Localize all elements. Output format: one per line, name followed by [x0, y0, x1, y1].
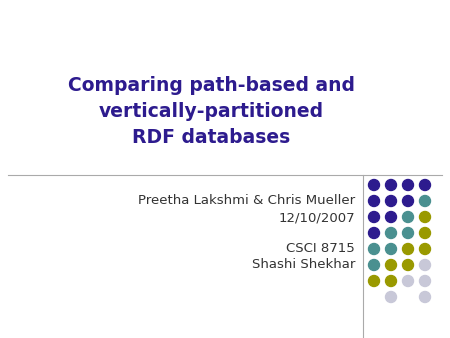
Circle shape: [402, 227, 414, 239]
Circle shape: [419, 243, 431, 255]
Circle shape: [369, 260, 379, 270]
Text: Comparing path-based and
vertically-partitioned
RDF databases: Comparing path-based and vertically-part…: [68, 76, 355, 147]
Circle shape: [419, 212, 431, 222]
Circle shape: [402, 260, 414, 270]
Circle shape: [419, 227, 431, 239]
Circle shape: [386, 291, 396, 303]
Circle shape: [369, 179, 379, 191]
Circle shape: [369, 212, 379, 222]
Circle shape: [402, 275, 414, 287]
Circle shape: [386, 227, 396, 239]
Text: Preetha Lakshmi & Chris Mueller: Preetha Lakshmi & Chris Mueller: [138, 193, 355, 207]
Circle shape: [369, 243, 379, 255]
Circle shape: [386, 212, 396, 222]
Circle shape: [419, 179, 431, 191]
Circle shape: [369, 275, 379, 287]
Circle shape: [369, 227, 379, 239]
Circle shape: [419, 195, 431, 207]
Circle shape: [419, 275, 431, 287]
Circle shape: [402, 195, 414, 207]
Circle shape: [386, 260, 396, 270]
Circle shape: [369, 195, 379, 207]
Circle shape: [386, 179, 396, 191]
Text: 12/10/2007: 12/10/2007: [279, 212, 355, 224]
Circle shape: [402, 179, 414, 191]
Circle shape: [386, 243, 396, 255]
Circle shape: [419, 260, 431, 270]
Circle shape: [386, 195, 396, 207]
Text: Shashi Shekhar: Shashi Shekhar: [252, 259, 355, 271]
Text: CSCI 8715: CSCI 8715: [286, 241, 355, 255]
Circle shape: [402, 243, 414, 255]
Circle shape: [419, 291, 431, 303]
Circle shape: [402, 212, 414, 222]
Circle shape: [386, 275, 396, 287]
